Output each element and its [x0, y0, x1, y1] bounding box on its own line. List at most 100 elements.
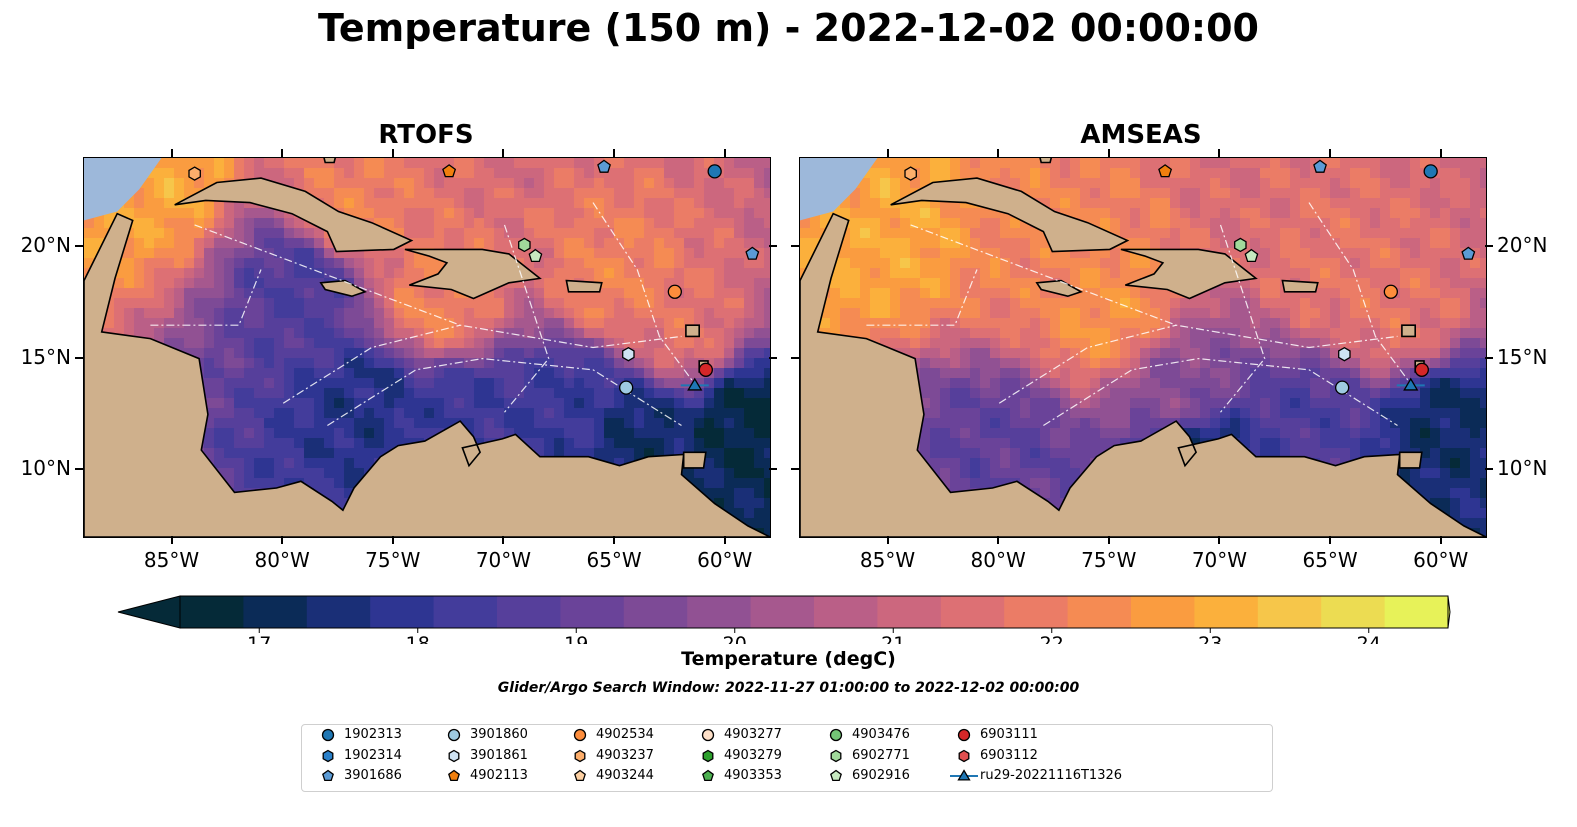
map-svg [84, 158, 770, 537]
legend-symbol [950, 769, 978, 781]
x-tick-mark [391, 536, 394, 544]
float-legend: 1902313 1902314 3901686 3901860 3901861 49021… [301, 724, 1273, 792]
colorbar-extend-low [117, 595, 181, 629]
legend-item: 1902314 [312, 746, 402, 766]
legend-item: 1902313 [312, 725, 402, 745]
colorbar-bin [687, 596, 752, 628]
land-puerto-rico [1281, 279, 1319, 293]
legend-label: 4902113 [470, 768, 528, 783]
legend-label: 4903279 [724, 748, 782, 763]
legend-item: 4903353 [692, 766, 782, 786]
legend-symbol [447, 728, 461, 742]
x-tick-mark-top [1218, 149, 1221, 157]
float-4902113 [442, 164, 457, 178]
colorbar-tick-label: 22 [1040, 633, 1064, 644]
legend-label: 3901860 [470, 727, 528, 742]
float-4903237 [904, 166, 917, 181]
legend-label: 6903111 [980, 727, 1038, 742]
legend-marker-icon [948, 746, 980, 766]
land-hispaniola [1120, 248, 1258, 300]
land-guadeloupe [685, 324, 701, 338]
float-1902313 [707, 164, 722, 179]
y-tick-mark [791, 468, 799, 471]
land-trinidad [1398, 451, 1423, 469]
x-tick-mark-top [170, 149, 173, 157]
colorbar-label: Temperature (degC) [681, 648, 896, 670]
legend-symbol [701, 728, 715, 742]
legend-label: 4903237 [596, 748, 654, 763]
y-tick-label: 20°N [1497, 233, 1548, 258]
float-1902313 [1423, 164, 1438, 179]
legend-marker-icon [948, 766, 980, 786]
search-window-caption: Glider/Argo Search Window: 2022-11-27 01… [497, 680, 1080, 696]
legend-item: 3901686 [312, 766, 402, 786]
legend-marker-icon [820, 725, 852, 745]
y-tick-mark [791, 245, 799, 248]
y-tick-mark [1485, 245, 1493, 248]
colorbar-bin [623, 596, 688, 628]
x-tick-label: 70°W [475, 548, 532, 572]
legend-marker-icon [312, 746, 344, 766]
y-tick-label: 15°N [20, 344, 71, 369]
x-tick-label: 70°W [1191, 548, 1248, 572]
legend-symbol [702, 749, 714, 763]
boundary-lines [150, 202, 693, 427]
legend-symbol [830, 749, 842, 763]
land-hispaniola [404, 248, 542, 300]
y-tick-mark [75, 245, 83, 248]
colorbar-bin [940, 596, 1005, 628]
legend-item: ru29-20221116T1326 [948, 766, 1122, 786]
x-tick-mark-top [281, 149, 284, 157]
x-tick-label: 85°W [859, 548, 916, 572]
x-tick-mark [1107, 536, 1110, 544]
panel-title-amseas: AMSEAS [1080, 120, 1202, 150]
colorbar-frame [179, 595, 1449, 629]
legend-item: 4903237 [564, 746, 654, 766]
legend-symbol [574, 749, 586, 763]
x-tick-mark-top [1329, 149, 1332, 157]
legend-marker-icon [438, 766, 470, 786]
map-panel-amseas [799, 157, 1487, 538]
legend-label: 4902534 [596, 727, 654, 742]
legend-symbol [957, 728, 971, 742]
land-trinidad [682, 451, 707, 469]
legend-item: 4903279 [692, 746, 782, 766]
legend-marker-icon [438, 746, 470, 766]
float-3901860 [1335, 380, 1350, 395]
y-tick-mark [769, 468, 777, 471]
float-4902534 [667, 284, 682, 299]
land-bahamas-andros [1039, 158, 1053, 164]
figure-title: Temperature (150 m) - 2022-12-02 00:00:0… [317, 6, 1259, 50]
legend-item: 3901861 [438, 746, 528, 766]
legend-marker-icon [692, 766, 724, 786]
y-tick-mark [769, 245, 777, 248]
legend-item: 4903476 [820, 725, 910, 745]
x-tick-mark [502, 536, 505, 544]
x-tick-mark [1439, 536, 1442, 544]
y-tick-label: 10°N [1497, 456, 1548, 481]
colorbar-tick-label: 21 [881, 633, 905, 644]
x-tick-mark [997, 536, 1000, 544]
float-4903237 [188, 166, 201, 181]
float-ru29-20221116T1326 [680, 377, 709, 391]
map-svg [800, 158, 1486, 537]
x-tick-label: 85°W [143, 548, 200, 572]
float-3901686 [1313, 159, 1327, 173]
colorbar-bin [1321, 596, 1386, 628]
y-tick-mark [1485, 468, 1493, 471]
float-3901861 [622, 346, 635, 362]
legend-symbol [322, 769, 334, 782]
colorbar-bin [243, 596, 308, 628]
land-jamaica [319, 279, 367, 298]
colorbar-bin [306, 596, 371, 628]
legend-symbol [321, 728, 335, 742]
x-tick-mark [723, 536, 726, 544]
legend-item: 4903277 [692, 725, 782, 745]
float-markers [904, 159, 1476, 395]
colorbar-bin [1194, 596, 1259, 628]
float-6902771 [1234, 237, 1247, 253]
legend-symbol [448, 749, 460, 763]
land [800, 158, 1486, 537]
colorbar-tick-label: 23 [1198, 633, 1222, 644]
legend-item: 6903111 [948, 725, 1038, 745]
